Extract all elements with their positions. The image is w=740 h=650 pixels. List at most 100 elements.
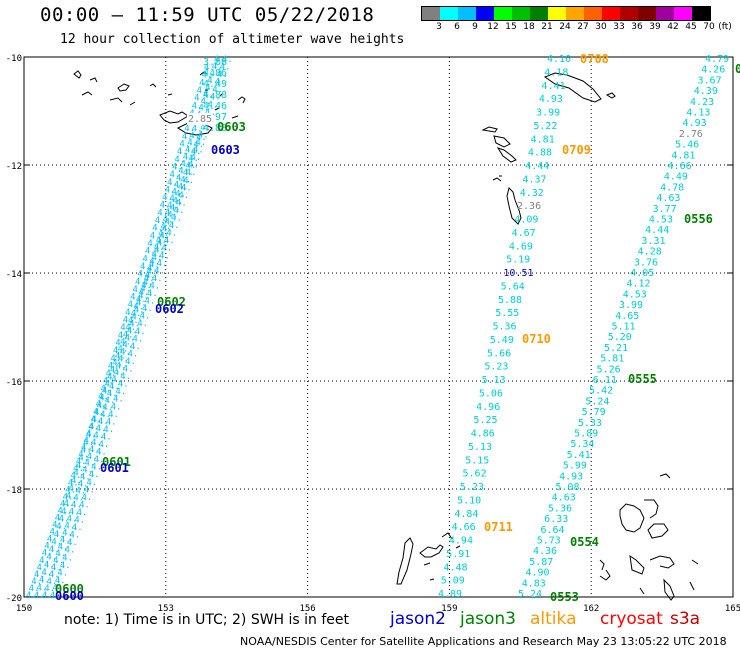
west-track-mark: 4. [214,55,225,65]
east-track-value: 6.33 [544,514,568,525]
west-track-value: 2.85 [188,114,212,125]
west-track-mark: 4. [108,361,119,371]
west-track-mark: 4. [166,229,177,239]
west-track-mark: 4. [78,480,89,490]
west-track-mark: 4. [29,584,40,594]
west-track-mark: 4. [49,545,60,555]
west-track-mark: 4. [125,333,136,343]
mid-track-value: 4.88 [528,148,552,159]
east-track-value: 5.79 [582,407,606,418]
west-track-mark: 4. [182,132,193,142]
west-track-mark: 4. [174,206,185,216]
west-track-mark: 4. [76,487,87,497]
mid-track-value: 4.16 [547,54,571,65]
east-track-value: 5.26 [597,364,621,375]
mid-track-value: 5.66 [487,348,511,359]
mid-track-value: 4.37 [522,174,546,185]
east-track-value: 4.12 [626,279,650,290]
colorbar-swatch [440,7,458,20]
west-track-mark: 4. [176,198,187,208]
west-track-mark: 4. [186,168,197,178]
west-track-mark: 4. [167,211,178,221]
west-track-mark: 4. [187,139,198,149]
colorbar-swatch [512,7,530,20]
track-id-label: 0603 [217,120,246,134]
west-track-mark: 4. [189,132,200,142]
west-track-mark: 4. [172,187,183,197]
track-id-label: 0602 [157,295,186,309]
colorbar-swatch [548,7,566,20]
lat-axis-label: -10 [6,54,22,64]
east-track-value: 5.99 [563,461,587,472]
mid-track-value: 5.23 [484,362,508,373]
east-track-value: 4.63 [552,493,576,504]
west-track-mark: 4. [171,214,182,224]
west-track-mark: 4. [165,218,176,228]
west-track-mark: 4. [76,457,87,467]
west-track-mark: 4. [200,123,211,133]
west-track-mark: 4. [60,499,71,509]
west-track-mark: 4. [179,140,190,150]
coastline [205,89,239,119]
west-track-mark: 4. [107,373,118,383]
colorbar-tick-label: 21 [541,22,553,32]
coastline [659,473,699,565]
west-track-mark: 4. [180,175,191,185]
west-track-mark: 4. [178,182,189,192]
west-track-mark: 4. [64,499,75,509]
west-track-mark: 4. [128,316,139,326]
west-track-mark: 4. [183,168,194,178]
west-track-mark: 4. [46,553,57,563]
track-id-label: 0603 [211,143,240,157]
colorbar-swatch [494,7,512,20]
west-track-mark: 4. [135,327,146,337]
west-track-mark: 4. [103,377,114,387]
west-track-mark: 4. [176,173,187,183]
west-track-mark: 4. [133,302,144,312]
west-track-mark: 4. [81,443,92,453]
mid-track-value: 4.66 [452,522,476,533]
colorbar-tick-label: 39 [649,22,661,32]
west-track-mark: 4. [131,309,142,319]
west-track-mark: 4. [174,180,185,190]
west-track-mark: 4. [59,514,70,524]
west-track-mark: 4. [192,101,203,111]
colorbar-swatch [566,7,584,20]
west-track-mark: 4. [74,516,85,526]
west-track-mark: 4. [79,500,90,510]
west-track-mark: 4. [129,320,140,330]
west-track-mark: 4. [160,222,171,232]
west-track-mark: 4. [106,417,117,427]
west-track-mark: 4. [57,568,68,578]
west-track-mark: 4. [98,417,109,427]
west-track-mark: 4. [167,178,178,188]
mid-track-value: 4.96 [476,402,500,413]
west-track-mark: 4. [53,556,64,566]
west-track-mark: 4. [152,253,163,263]
mid-track-value: 4.93 [539,94,563,105]
west-track-mark: 4. [52,583,63,593]
west-track-mark: 4. [67,538,78,548]
mid-track-value: 4.67 [512,228,536,239]
west-track-mark: 4. [71,476,82,486]
mid-track-value: 4.48 [443,562,467,573]
west-track-mark: 4. [197,86,208,96]
west-track-mark: 4. [128,300,139,310]
west-track-mark: 4. [155,216,166,226]
coastline [543,72,602,103]
west-track-mark: 4. [147,239,158,249]
mid-track-value: 5.19 [506,255,530,266]
west-track-mark: 4. [61,507,72,517]
west-track-mark: 4. [152,274,163,284]
west-track-mark: 4. [207,100,218,110]
west-track-mark: 4. [149,257,160,267]
west-track-mark: 4. [31,577,42,587]
mid-track-value: 4.94 [449,536,473,547]
west-track-mark: 4. [135,277,146,287]
west-track-mark: 4. [55,513,66,523]
colorbar-swatch [638,7,656,20]
legend-item-altika: altika [530,609,577,629]
lon-axis-label: 153 [158,604,174,614]
east-track-value: 3.77 [653,204,677,215]
colorbar-swatch [692,7,710,20]
